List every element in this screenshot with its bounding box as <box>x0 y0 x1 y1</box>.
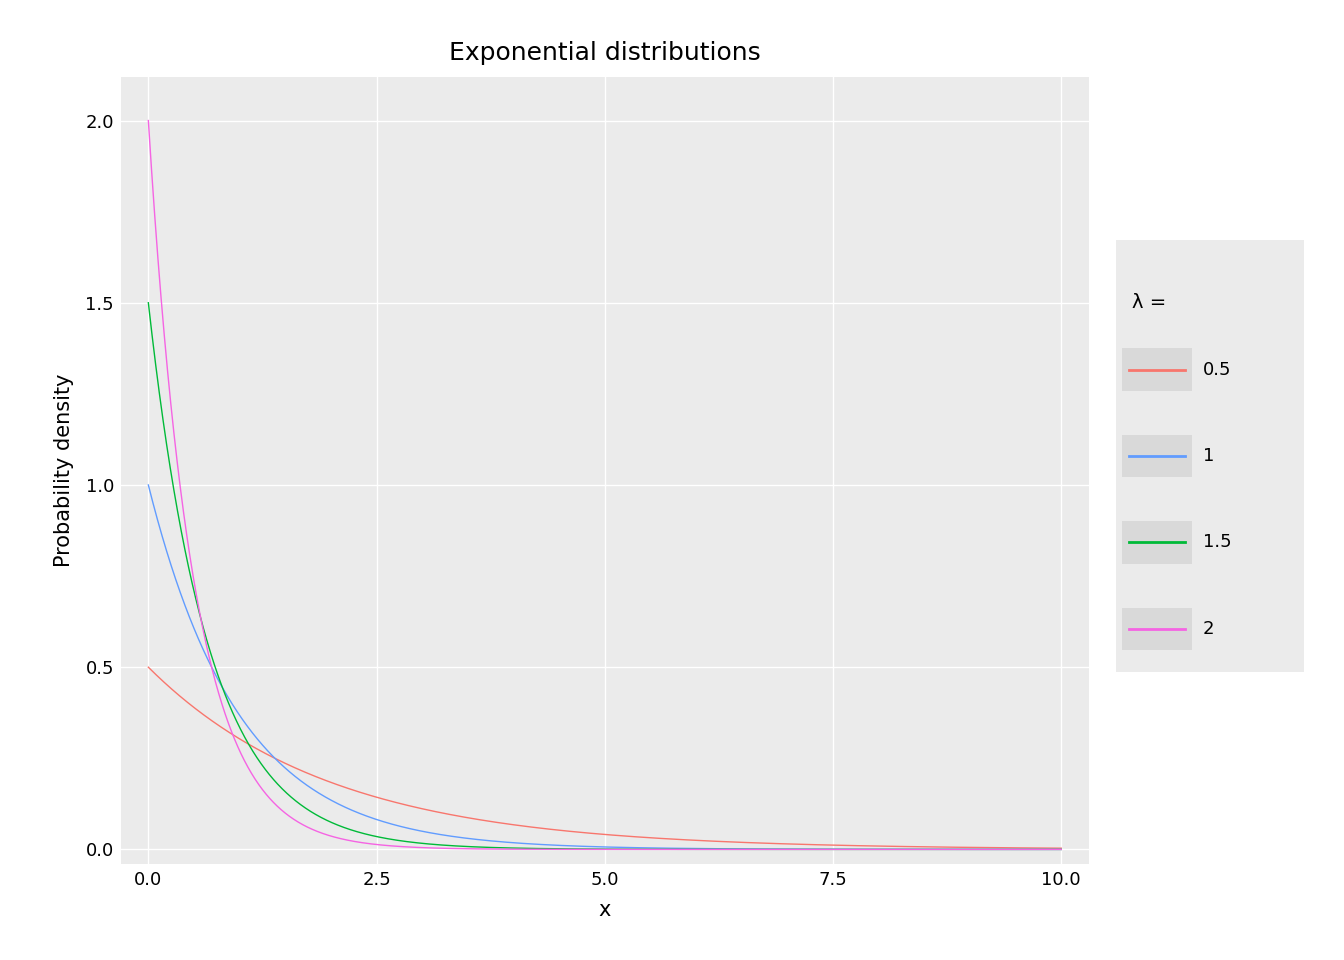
2 <box>585 844 601 855</box>
0.5 <box>140 661 156 673</box>
0.5 <box>1027 842 1043 853</box>
1.5 <box>560 843 577 854</box>
Line: 1.5: 1.5 <box>148 302 1062 850</box>
Title: Exponential distributions: Exponential distributions <box>449 41 761 65</box>
1.5 <box>1027 844 1043 855</box>
Text: λ =: λ = <box>1132 293 1165 312</box>
Line: 1: 1 <box>148 485 1062 850</box>
0.5 <box>187 703 203 714</box>
2 <box>1054 844 1070 855</box>
2 <box>140 115 156 127</box>
2 <box>1027 844 1043 855</box>
1 <box>560 840 577 852</box>
1 <box>1054 844 1070 855</box>
1.5 <box>585 843 601 854</box>
Text: 0.5: 0.5 <box>1203 361 1231 378</box>
1 <box>1027 844 1043 855</box>
0.5 <box>1027 842 1043 853</box>
Line: 2: 2 <box>148 121 1062 850</box>
1 <box>585 841 601 852</box>
1.5 <box>1027 844 1043 855</box>
1.5 <box>1054 844 1070 855</box>
Text: 2: 2 <box>1203 620 1215 637</box>
0.5 <box>585 828 601 839</box>
0.5 <box>859 840 875 852</box>
Line: 0.5: 0.5 <box>148 667 1062 849</box>
1.5 <box>140 297 156 308</box>
Text: 1.5: 1.5 <box>1203 534 1231 551</box>
2 <box>187 581 203 592</box>
1 <box>140 479 156 491</box>
X-axis label: x: x <box>598 900 612 920</box>
0.5 <box>1054 843 1070 854</box>
0.5 <box>560 826 577 837</box>
1.5 <box>859 844 875 855</box>
1 <box>187 625 203 636</box>
1.5 <box>187 589 203 601</box>
Text: 1: 1 <box>1203 447 1214 465</box>
1 <box>1027 844 1043 855</box>
2 <box>859 844 875 855</box>
1 <box>859 844 875 855</box>
2 <box>1027 844 1043 855</box>
Y-axis label: Probability density: Probability density <box>54 373 74 567</box>
2 <box>560 844 577 855</box>
